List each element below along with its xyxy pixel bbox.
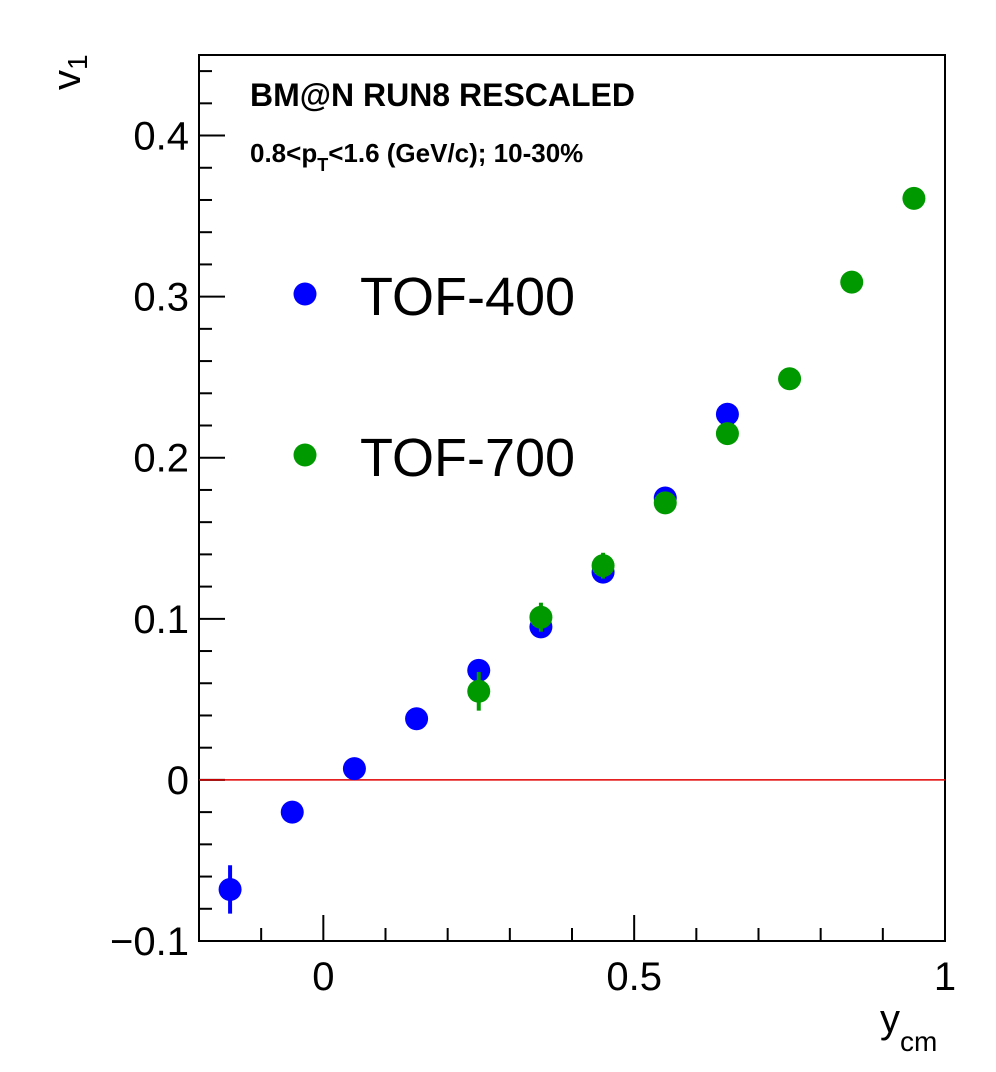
annotation-cuts-post: <1.6 (GeV/c); 10-30% <box>328 138 583 168</box>
data-point <box>342 757 366 781</box>
annotation-cuts-sub: T <box>317 155 328 175</box>
data-point <box>715 402 739 426</box>
x-axis-tick-labels: 0 0.5 1 <box>312 955 956 999</box>
x-axis-title: ycm <box>880 997 937 1057</box>
y-axis-title-main: v <box>45 70 89 90</box>
y-tick-label: 0.3 <box>133 276 189 320</box>
annotation-cuts-pre: 0.8<p <box>250 138 317 168</box>
data-point <box>591 554 615 578</box>
legend-marker-tof700 <box>293 443 317 467</box>
legend-label-tof400: TOF-400 <box>360 267 575 327</box>
legend-marker-tof400 <box>293 282 317 306</box>
legend-label-tof700: TOF-700 <box>360 428 575 488</box>
annotation-cuts: 0.8<pT<1.6 (GeV/c); 10-30% <box>250 138 583 175</box>
y-tick-label: 0.2 <box>133 437 189 481</box>
data-point <box>715 422 739 446</box>
y-tick-label: 0.1 <box>133 598 189 642</box>
data-point <box>840 270 864 294</box>
y-tick-label: −0.1 <box>110 920 189 964</box>
y-axis-title: v1 <box>45 54 93 90</box>
data-point <box>778 367 802 391</box>
data-point <box>405 707 429 731</box>
x-tick-label: 0.5 <box>606 955 662 999</box>
data-point <box>280 800 304 824</box>
series-tof-700 <box>467 186 926 711</box>
data-point <box>467 658 491 682</box>
x-axis-ticks <box>198 915 946 941</box>
legend: TOF-400 TOF-700 <box>293 267 575 488</box>
data-point <box>467 679 491 703</box>
data-point <box>218 877 242 901</box>
y-tick-label: 0 <box>167 759 189 803</box>
y-axis-tick-labels: −0.1 0 0.1 0.2 0.3 0.4 <box>110 115 189 964</box>
x-tick-label: 1 <box>934 955 956 999</box>
data-point <box>529 605 553 629</box>
annotation-experiment: BM@N RUN8 RESCALED <box>250 77 635 113</box>
y-axis-title-sub: 1 <box>62 54 93 70</box>
x-axis-title-sub: cm <box>900 1026 937 1057</box>
data-point <box>653 491 677 515</box>
y-tick-label: 0.4 <box>133 115 189 159</box>
data-point <box>902 186 926 210</box>
x-axis-title-main: y <box>880 997 900 1041</box>
data-series <box>218 186 926 914</box>
x-tick-label: 0 <box>312 955 334 999</box>
